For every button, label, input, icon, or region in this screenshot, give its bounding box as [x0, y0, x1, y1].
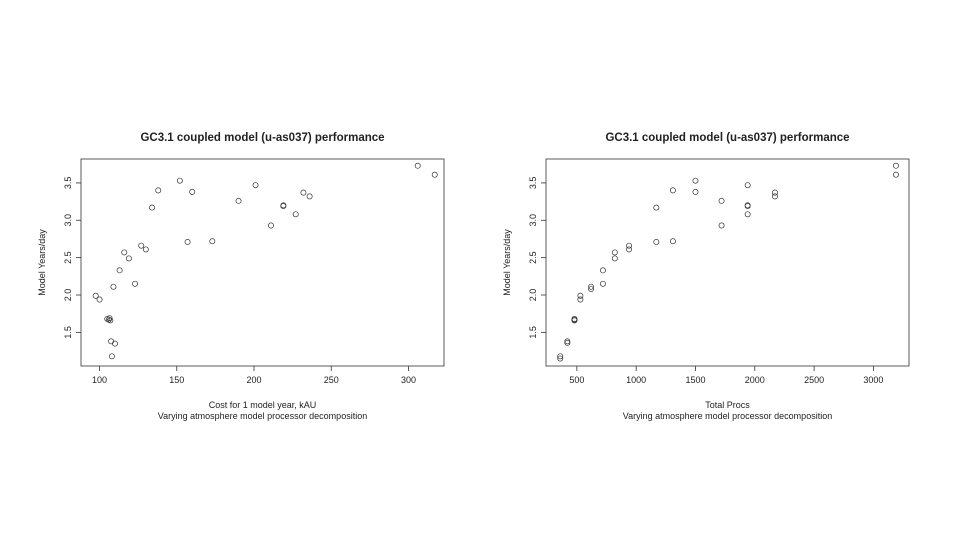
y-tick-label: 1.5 [63, 326, 73, 339]
data-point [564, 339, 571, 346]
data-point [235, 197, 242, 204]
chart-title: GC3.1 coupled model (u-as037) performanc… [605, 132, 849, 144]
x-tick-label: 150 [169, 375, 184, 385]
data-point [268, 222, 274, 229]
data-point [138, 242, 145, 249]
x-tick-label: 3000 [863, 375, 883, 385]
data-point [557, 353, 564, 360]
x-tick-label: 300 [401, 375, 416, 385]
y-axis-label: Model Years/day [502, 229, 512, 296]
data-point [108, 353, 115, 360]
chart-2: GC3.1 coupled model (u-as037) performanc… [502, 132, 910, 421]
y-tick-label: 3.5 [528, 177, 538, 190]
x-tick-label: 200 [246, 375, 261, 385]
chart-1: GC3.1 coupled model (u-as037) performanc… [37, 132, 445, 421]
y-tick-label: 3.0 [63, 214, 73, 227]
data-point [718, 197, 725, 204]
data-point [744, 203, 751, 210]
data-point [96, 296, 103, 303]
data-point [564, 338, 571, 345]
data-point [571, 315, 578, 322]
y-axis-label: Model Years/day [37, 229, 47, 296]
data-point [744, 182, 751, 189]
data-point [893, 171, 899, 178]
data-point [692, 188, 699, 195]
data-point [292, 211, 299, 218]
data-point [599, 267, 606, 274]
x-tick-label: 100 [92, 375, 107, 385]
data-point [744, 211, 751, 218]
data-point [577, 292, 584, 299]
data-point [599, 280, 606, 287]
y-tick-label: 3.0 [528, 214, 538, 227]
data-point [588, 283, 595, 290]
data-point [414, 162, 421, 169]
data-point [692, 177, 699, 184]
data-point [669, 238, 676, 245]
x-axis-label: Total Procs [705, 400, 750, 410]
y-tick-label: 2.5 [528, 251, 538, 264]
data-point [176, 177, 183, 184]
data-point [557, 355, 564, 362]
data-point [142, 246, 149, 253]
x-tick-label: 2500 [804, 375, 824, 385]
data-point [431, 171, 438, 178]
plot-frame [80, 158, 445, 367]
data-point [155, 187, 162, 194]
y-tick-label: 2.0 [528, 289, 538, 302]
data-point [611, 255, 618, 262]
data-point [107, 317, 114, 324]
data-point [577, 296, 584, 303]
data-point [718, 222, 725, 229]
data-point [189, 188, 196, 195]
data-point [132, 280, 139, 287]
y-tick-label: 2.5 [63, 251, 73, 264]
data-point [893, 162, 899, 169]
data-point [772, 193, 778, 200]
data-point [611, 249, 618, 256]
plot-frame [545, 158, 910, 367]
data-point [125, 255, 132, 262]
chart-title: GC3.1 coupled model (u-as037) performanc… [140, 132, 384, 144]
data-point [588, 286, 595, 292]
y-tick-label: 3.5 [63, 177, 73, 190]
x-axis-label: Cost for 1 model year, kAU [209, 400, 317, 410]
data-point [209, 238, 216, 245]
x-tick-label: 2000 [745, 375, 765, 385]
data-point [306, 193, 313, 200]
data-point [653, 204, 660, 211]
data-point [121, 249, 128, 256]
data-point [300, 189, 307, 196]
data-point [669, 187, 676, 194]
x-axis-subtitle: Varying atmosphere model processor decom… [623, 411, 832, 421]
data-point [110, 283, 117, 290]
data-point [149, 204, 156, 211]
data-point [280, 203, 287, 210]
y-tick-label: 2.0 [63, 289, 73, 302]
data-point [116, 267, 123, 274]
data-point [252, 182, 259, 189]
data-point [772, 189, 778, 196]
x-axis-subtitle: Varying atmosphere model processor decom… [158, 411, 367, 421]
x-tick-label: 1000 [626, 375, 646, 385]
y-tick-label: 1.5 [528, 326, 538, 339]
data-point [626, 246, 632, 253]
x-tick-label: 500 [569, 375, 584, 385]
data-point [184, 238, 191, 245]
data-point [92, 292, 99, 299]
data-point [112, 340, 118, 347]
data-point [108, 338, 115, 345]
x-tick-label: 250 [324, 375, 339, 385]
data-point [653, 238, 660, 245]
data-point [626, 242, 632, 249]
x-tick-label: 1500 [685, 375, 705, 385]
